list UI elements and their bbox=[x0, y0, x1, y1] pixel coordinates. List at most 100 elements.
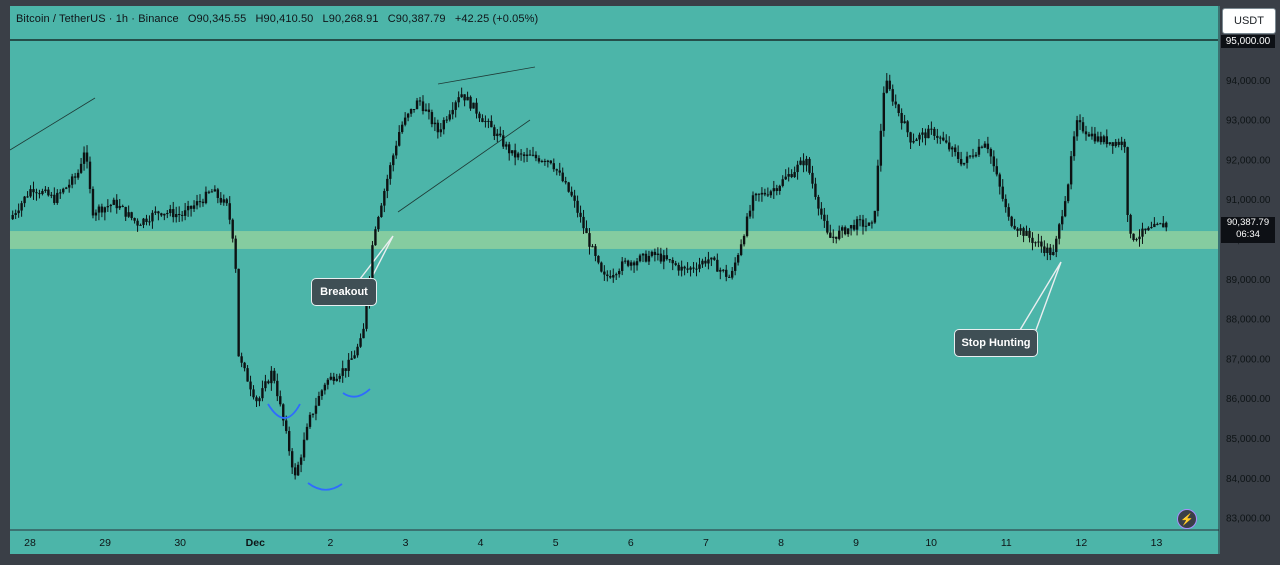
candle-body bbox=[106, 206, 110, 208]
candle-body bbox=[499, 133, 502, 136]
candle-body bbox=[588, 233, 591, 247]
candle-body bbox=[380, 205, 383, 217]
candle-body bbox=[32, 189, 35, 193]
candle-body bbox=[814, 183, 817, 197]
candle-body bbox=[891, 89, 894, 102]
last-price-tag: 90,387.79 06:34 bbox=[1221, 217, 1275, 243]
candle-body bbox=[305, 426, 309, 440]
candle-body bbox=[959, 158, 963, 165]
candle-body bbox=[683, 266, 686, 269]
x-tick-label: 2 bbox=[327, 537, 333, 549]
breakout-callout[interactable]: Breakout bbox=[311, 278, 377, 306]
candle-body bbox=[73, 176, 77, 178]
bar-countdown: 06:34 bbox=[1236, 229, 1260, 240]
candle-body bbox=[924, 132, 927, 139]
plot-area[interactable] bbox=[10, 6, 1220, 554]
candle-body bbox=[121, 205, 124, 207]
candle-body bbox=[234, 238, 237, 269]
x-tick-label: 10 bbox=[925, 537, 937, 549]
candle-body bbox=[594, 246, 597, 256]
candle-body bbox=[876, 165, 880, 211]
candle-body bbox=[1120, 141, 1123, 145]
candle-body bbox=[632, 262, 636, 266]
candle-body bbox=[94, 212, 98, 216]
candle-body bbox=[662, 255, 666, 262]
candle-body bbox=[442, 120, 445, 130]
candle-body bbox=[433, 122, 437, 125]
candle-body bbox=[169, 209, 172, 214]
candle-body bbox=[395, 145, 398, 156]
candle-body bbox=[977, 146, 981, 155]
candle-body bbox=[448, 114, 451, 120]
candle-body bbox=[540, 160, 544, 162]
candle-body bbox=[725, 269, 728, 277]
candle-body bbox=[1058, 224, 1061, 239]
candle-body bbox=[279, 396, 282, 405]
candle-body bbox=[1052, 252, 1055, 255]
candle-body bbox=[332, 376, 335, 381]
candle-body bbox=[674, 263, 677, 265]
candle-body bbox=[817, 196, 820, 209]
trend-line bbox=[397, 119, 531, 213]
candle-body bbox=[240, 356, 243, 363]
candle-body bbox=[974, 154, 978, 157]
x-tick-label: 11 bbox=[1001, 537, 1012, 549]
candle-body bbox=[745, 216, 749, 236]
candle-body bbox=[23, 196, 26, 204]
lightning-icon[interactable]: ⚡ bbox=[1177, 509, 1197, 529]
candle-body bbox=[1117, 141, 1120, 145]
x-tick-label: 6 bbox=[628, 537, 634, 549]
x-tick-label: 13 bbox=[1151, 537, 1163, 549]
candle-body bbox=[65, 187, 68, 189]
candle-body bbox=[805, 158, 808, 166]
candle-body bbox=[1162, 223, 1165, 228]
candle-body bbox=[1037, 241, 1040, 243]
candle-body bbox=[311, 413, 315, 415]
candle-body bbox=[1004, 198, 1007, 208]
candle-body bbox=[186, 205, 190, 211]
candle-body bbox=[968, 155, 972, 157]
candle-body bbox=[329, 376, 333, 380]
candle-body bbox=[14, 213, 17, 215]
candle-body bbox=[139, 224, 142, 226]
candle-body bbox=[1138, 236, 1141, 240]
candle-body bbox=[772, 188, 776, 192]
candle-body bbox=[719, 269, 722, 272]
candle-body bbox=[1090, 133, 1094, 137]
candle-body bbox=[650, 251, 654, 256]
candle-body bbox=[826, 220, 829, 233]
candle-body bbox=[20, 203, 23, 211]
candle-body bbox=[377, 216, 380, 230]
low-value: L90,268.91 bbox=[322, 13, 379, 25]
candle-body bbox=[707, 259, 710, 264]
candle-body bbox=[615, 274, 618, 276]
y-tick-label: 94,000.00 bbox=[1226, 76, 1271, 87]
candle-body bbox=[166, 213, 169, 215]
candle-body bbox=[692, 267, 695, 269]
candle-body bbox=[157, 211, 160, 214]
candle-body bbox=[1114, 141, 1117, 147]
candle-body bbox=[493, 127, 496, 137]
trend-line bbox=[437, 66, 536, 85]
candle-body bbox=[317, 396, 321, 406]
candle-body bbox=[733, 262, 737, 271]
candle-body bbox=[183, 210, 187, 216]
candle-body bbox=[1141, 228, 1144, 237]
candle-body bbox=[359, 338, 362, 347]
candle-body bbox=[939, 137, 942, 139]
candle-body bbox=[231, 219, 234, 239]
candle-body bbox=[293, 467, 297, 476]
candle-body bbox=[820, 208, 823, 215]
candle-body bbox=[341, 368, 344, 376]
candle-body bbox=[249, 381, 252, 390]
candle-body bbox=[1126, 147, 1129, 215]
stop-hunting-callout[interactable]: Stop Hunting bbox=[954, 329, 1038, 357]
candle-body bbox=[620, 261, 624, 271]
candle-body bbox=[1102, 136, 1106, 143]
currency-button[interactable]: USDT bbox=[1222, 8, 1276, 34]
candle-body bbox=[656, 253, 660, 256]
candle-body bbox=[802, 160, 805, 166]
candle-body bbox=[1049, 247, 1052, 255]
candle-body bbox=[965, 156, 969, 163]
